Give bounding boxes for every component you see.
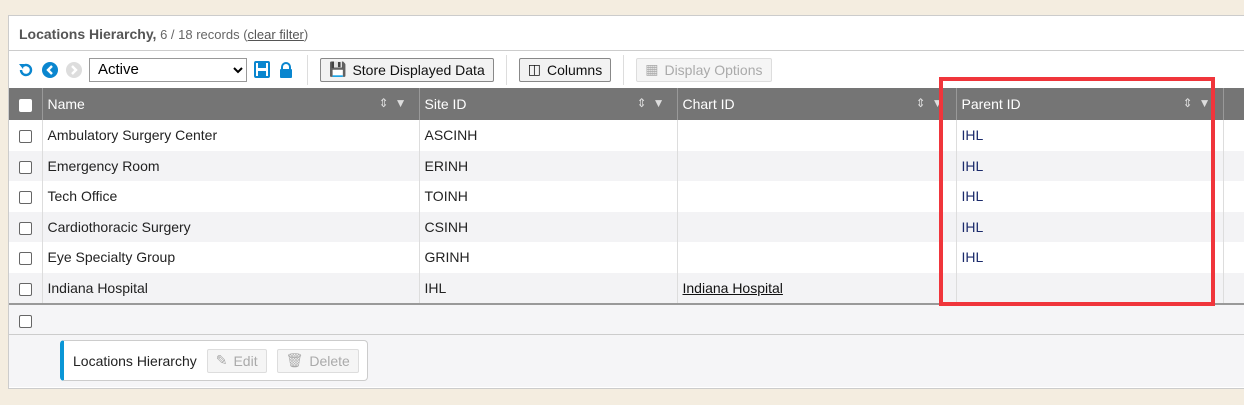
cell-name: Tech Office: [42, 181, 420, 212]
cell-site-id: ASCINH: [419, 120, 678, 151]
row-checkbox[interactable]: [9, 211, 43, 242]
clear-filter-link[interactable]: clear filter: [247, 27, 304, 42]
delete-button[interactable]: 🗑 Delete: [276, 348, 359, 373]
cell-name: Cardiothoracic Surgery: [42, 211, 420, 242]
grid-icon: ▦: [645, 61, 659, 77]
panel-title: Locations Hierarchy,: [19, 26, 157, 42]
cell-name: Emergency Room: [42, 150, 420, 181]
cell-parent-id: IHL: [956, 242, 1224, 273]
cell-site-id: CSINH: [419, 211, 678, 242]
detail-card: Locations Hierarchy ✎ Edit 🗑 Delete: [60, 340, 368, 381]
button-label: Columns: [546, 61, 603, 78]
lock-icon[interactable]: [277, 61, 295, 79]
detail-section: Locations Hierarchy ✎ Edit 🗑 Delete: [9, 335, 1244, 387]
cell-parent-id: [956, 272, 1224, 303]
sort-filter-icon[interactable]: ⇕▼: [636, 96, 671, 110]
store-displayed-data-button[interactable]: 💾 Store Displayed Data: [320, 57, 494, 82]
cell-site-id: TOINH: [419, 181, 678, 212]
button-label: Delete: [309, 352, 350, 369]
divider: [307, 54, 308, 85]
column-label: Name: [47, 96, 85, 112]
next-icon[interactable]: [65, 61, 83, 79]
sort-filter-icon[interactable]: ⇕▼: [915, 96, 950, 110]
cell-extra: [1223, 272, 1244, 303]
column-header-site-id[interactable]: Site ID ⇕▼: [419, 88, 678, 120]
cell-chart-id: Indiana Hospital: [677, 272, 957, 303]
cell-name: Indiana Hospital: [42, 272, 420, 303]
table-row[interactable]: Cardiothoracic Surgery CSINH IHL: [9, 211, 1244, 242]
cell-parent-id: IHL: [956, 150, 1224, 181]
columns-icon: ◫: [527, 61, 541, 77]
panel-header: Locations Hierarchy, 6 / 18 records (cle…: [9, 16, 1244, 51]
pencil-icon: ✎: [215, 352, 228, 368]
locations-table: Name ⇕▼ Site ID ⇕▼ Chart ID ⇕▼ Parent ID ⇕▼ …: [9, 88, 1244, 303]
sort-filter-icon[interactable]: ⇕▼: [1182, 96, 1217, 110]
cell-extra: [1223, 242, 1244, 273]
previous-icon[interactable]: [41, 61, 59, 79]
chart-id-link[interactable]: Indiana Hospital: [682, 279, 783, 296]
button-label: Display Options: [664, 61, 763, 78]
toolbar: Active 💾 Store Displayed Data ◫ Columns ▦ D…: [9, 51, 1244, 88]
cell-extra: [1223, 120, 1244, 151]
cell-name: Ambulatory Surgery Center: [42, 120, 420, 151]
column-label: Site ID: [424, 96, 467, 112]
save-icon[interactable]: [253, 61, 271, 79]
cell-extra: [1223, 150, 1244, 181]
floppy-icon: 💾: [329, 61, 347, 77]
cell-parent-id: IHL: [956, 211, 1224, 242]
cell-chart-id: [677, 120, 957, 151]
table-row[interactable]: Tech Office TOINH IHL: [9, 181, 1244, 212]
table-row[interactable]: Eye Specialty Group GRINH IHL: [9, 242, 1244, 273]
column-label: Parent ID: [961, 96, 1021, 112]
cell-parent-id: IHL: [956, 181, 1224, 212]
status-filter-select[interactable]: Active: [89, 57, 247, 82]
display-options-button[interactable]: ▦ Display Options: [636, 57, 772, 82]
column-header-parent-id[interactable]: Parent ID ⇕▼: [956, 88, 1224, 120]
columns-button[interactable]: ◫ Columns: [518, 57, 612, 82]
sort-filter-icon[interactable]: ⇕▼: [378, 96, 413, 110]
cell-site-id: IHL: [419, 272, 678, 303]
refresh-icon[interactable]: [17, 61, 35, 79]
cell-chart-id: [677, 242, 957, 273]
edit-button[interactable]: ✎ Edit: [206, 348, 267, 373]
detail-label: Locations Hierarchy: [73, 352, 197, 369]
row-checkbox[interactable]: [9, 150, 43, 181]
table-footer: [9, 303, 1244, 335]
button-label: Store Displayed Data: [352, 61, 485, 78]
column-header-name[interactable]: Name ⇕▼: [42, 88, 420, 120]
column-header-chart-id[interactable]: Chart ID ⇕▼: [677, 88, 957, 120]
cell-chart-id: [677, 181, 957, 212]
footer-checkbox[interactable]: [19, 314, 32, 328]
column-label: Chart ID: [682, 96, 735, 112]
button-label: Edit: [233, 352, 258, 369]
divider: [505, 54, 507, 85]
select-all-checkbox[interactable]: [9, 88, 43, 120]
table-row[interactable]: Emergency Room ERINH IHL: [9, 150, 1244, 181]
cell-extra: [1223, 181, 1244, 212]
cell-parent-id: IHL: [956, 120, 1224, 151]
table-row[interactable]: Ambulatory Surgery Center ASCINH IHL: [9, 120, 1244, 151]
cell-chart-id: [677, 150, 957, 181]
record-count: 6 / 18 records: [160, 27, 240, 42]
row-checkbox[interactable]: [9, 181, 43, 212]
row-checkbox[interactable]: [9, 272, 43, 303]
row-checkbox[interactable]: [9, 120, 43, 151]
cell-name: Eye Specialty Group: [42, 242, 420, 273]
cell-extra: [1223, 211, 1244, 242]
trash-icon: 🗑: [285, 352, 304, 368]
divider: [623, 54, 625, 85]
table-row[interactable]: Indiana Hospital IHL Indiana Hospital: [9, 272, 1244, 303]
row-checkbox[interactable]: [9, 242, 43, 273]
column-header-extra: [1223, 88, 1244, 120]
cell-site-id: GRINH: [419, 242, 678, 273]
cell-site-id: ERINH: [419, 150, 678, 181]
locations-panel: Locations Hierarchy, 6 / 18 records (cle…: [8, 15, 1244, 389]
cell-chart-id: [677, 211, 957, 242]
